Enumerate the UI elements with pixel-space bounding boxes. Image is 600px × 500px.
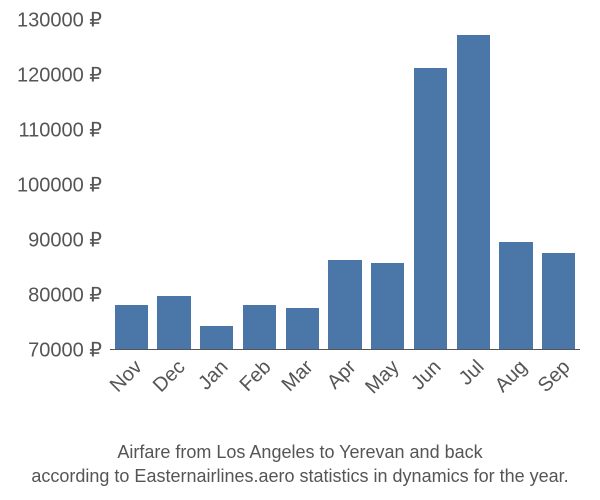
y-tick-label: 80000 ₽ <box>28 283 110 308</box>
plot-area <box>110 20 580 350</box>
x-tick-label: Dec <box>149 356 190 397</box>
caption-line: according to Easternairlines.aero statis… <box>0 464 600 488</box>
x-tick-label: Jan <box>194 356 233 395</box>
bar <box>157 296 190 350</box>
x-tick-label: May <box>361 356 404 399</box>
y-tick-label: 130000 ₽ <box>17 8 110 33</box>
bars-layer <box>110 20 580 350</box>
y-tick-label: 120000 ₽ <box>17 63 110 88</box>
bar <box>328 260 361 350</box>
y-tick-label: 90000 ₽ <box>28 228 110 253</box>
bar <box>286 308 319 350</box>
x-baseline <box>110 349 580 350</box>
chart-caption: Airfare from Los Angeles to Yerevan and … <box>0 440 600 488</box>
airfare-bar-chart: 70000 ₽ 80000 ₽ 90000 ₽ 100000 ₽ 110000 ₽ 120… <box>0 0 600 500</box>
x-tick-label: Sep <box>533 356 574 397</box>
y-tick-label: 100000 ₽ <box>17 173 110 198</box>
bar <box>499 242 532 350</box>
x-tick-label: Nov <box>106 356 147 397</box>
y-axis: 70000 ₽80000 ₽90000 ₽100000 ₽110000 ₽120… <box>0 20 110 350</box>
x-tick-label: Aug <box>491 356 532 397</box>
x-tick-label: Feb <box>235 356 276 397</box>
x-axis: NovDecJanFebMarAprMayJunJulAugSep <box>110 356 580 446</box>
x-tick-label: Mar <box>278 356 319 397</box>
y-tick-label: 70000 ₽ <box>28 338 110 363</box>
bar <box>414 68 447 350</box>
bar <box>371 263 404 350</box>
y-tick-label: 110000 ₽ <box>18 118 110 143</box>
bar <box>243 305 276 350</box>
bar <box>200 326 233 350</box>
bar <box>542 253 575 350</box>
x-tick-label: Apr <box>323 356 361 394</box>
bar <box>457 35 490 350</box>
x-tick-label: Jul <box>455 356 489 390</box>
caption-line: Airfare from Los Angeles to Yerevan and … <box>0 440 600 464</box>
bar <box>115 305 148 350</box>
x-tick-label: Jun <box>408 356 447 395</box>
